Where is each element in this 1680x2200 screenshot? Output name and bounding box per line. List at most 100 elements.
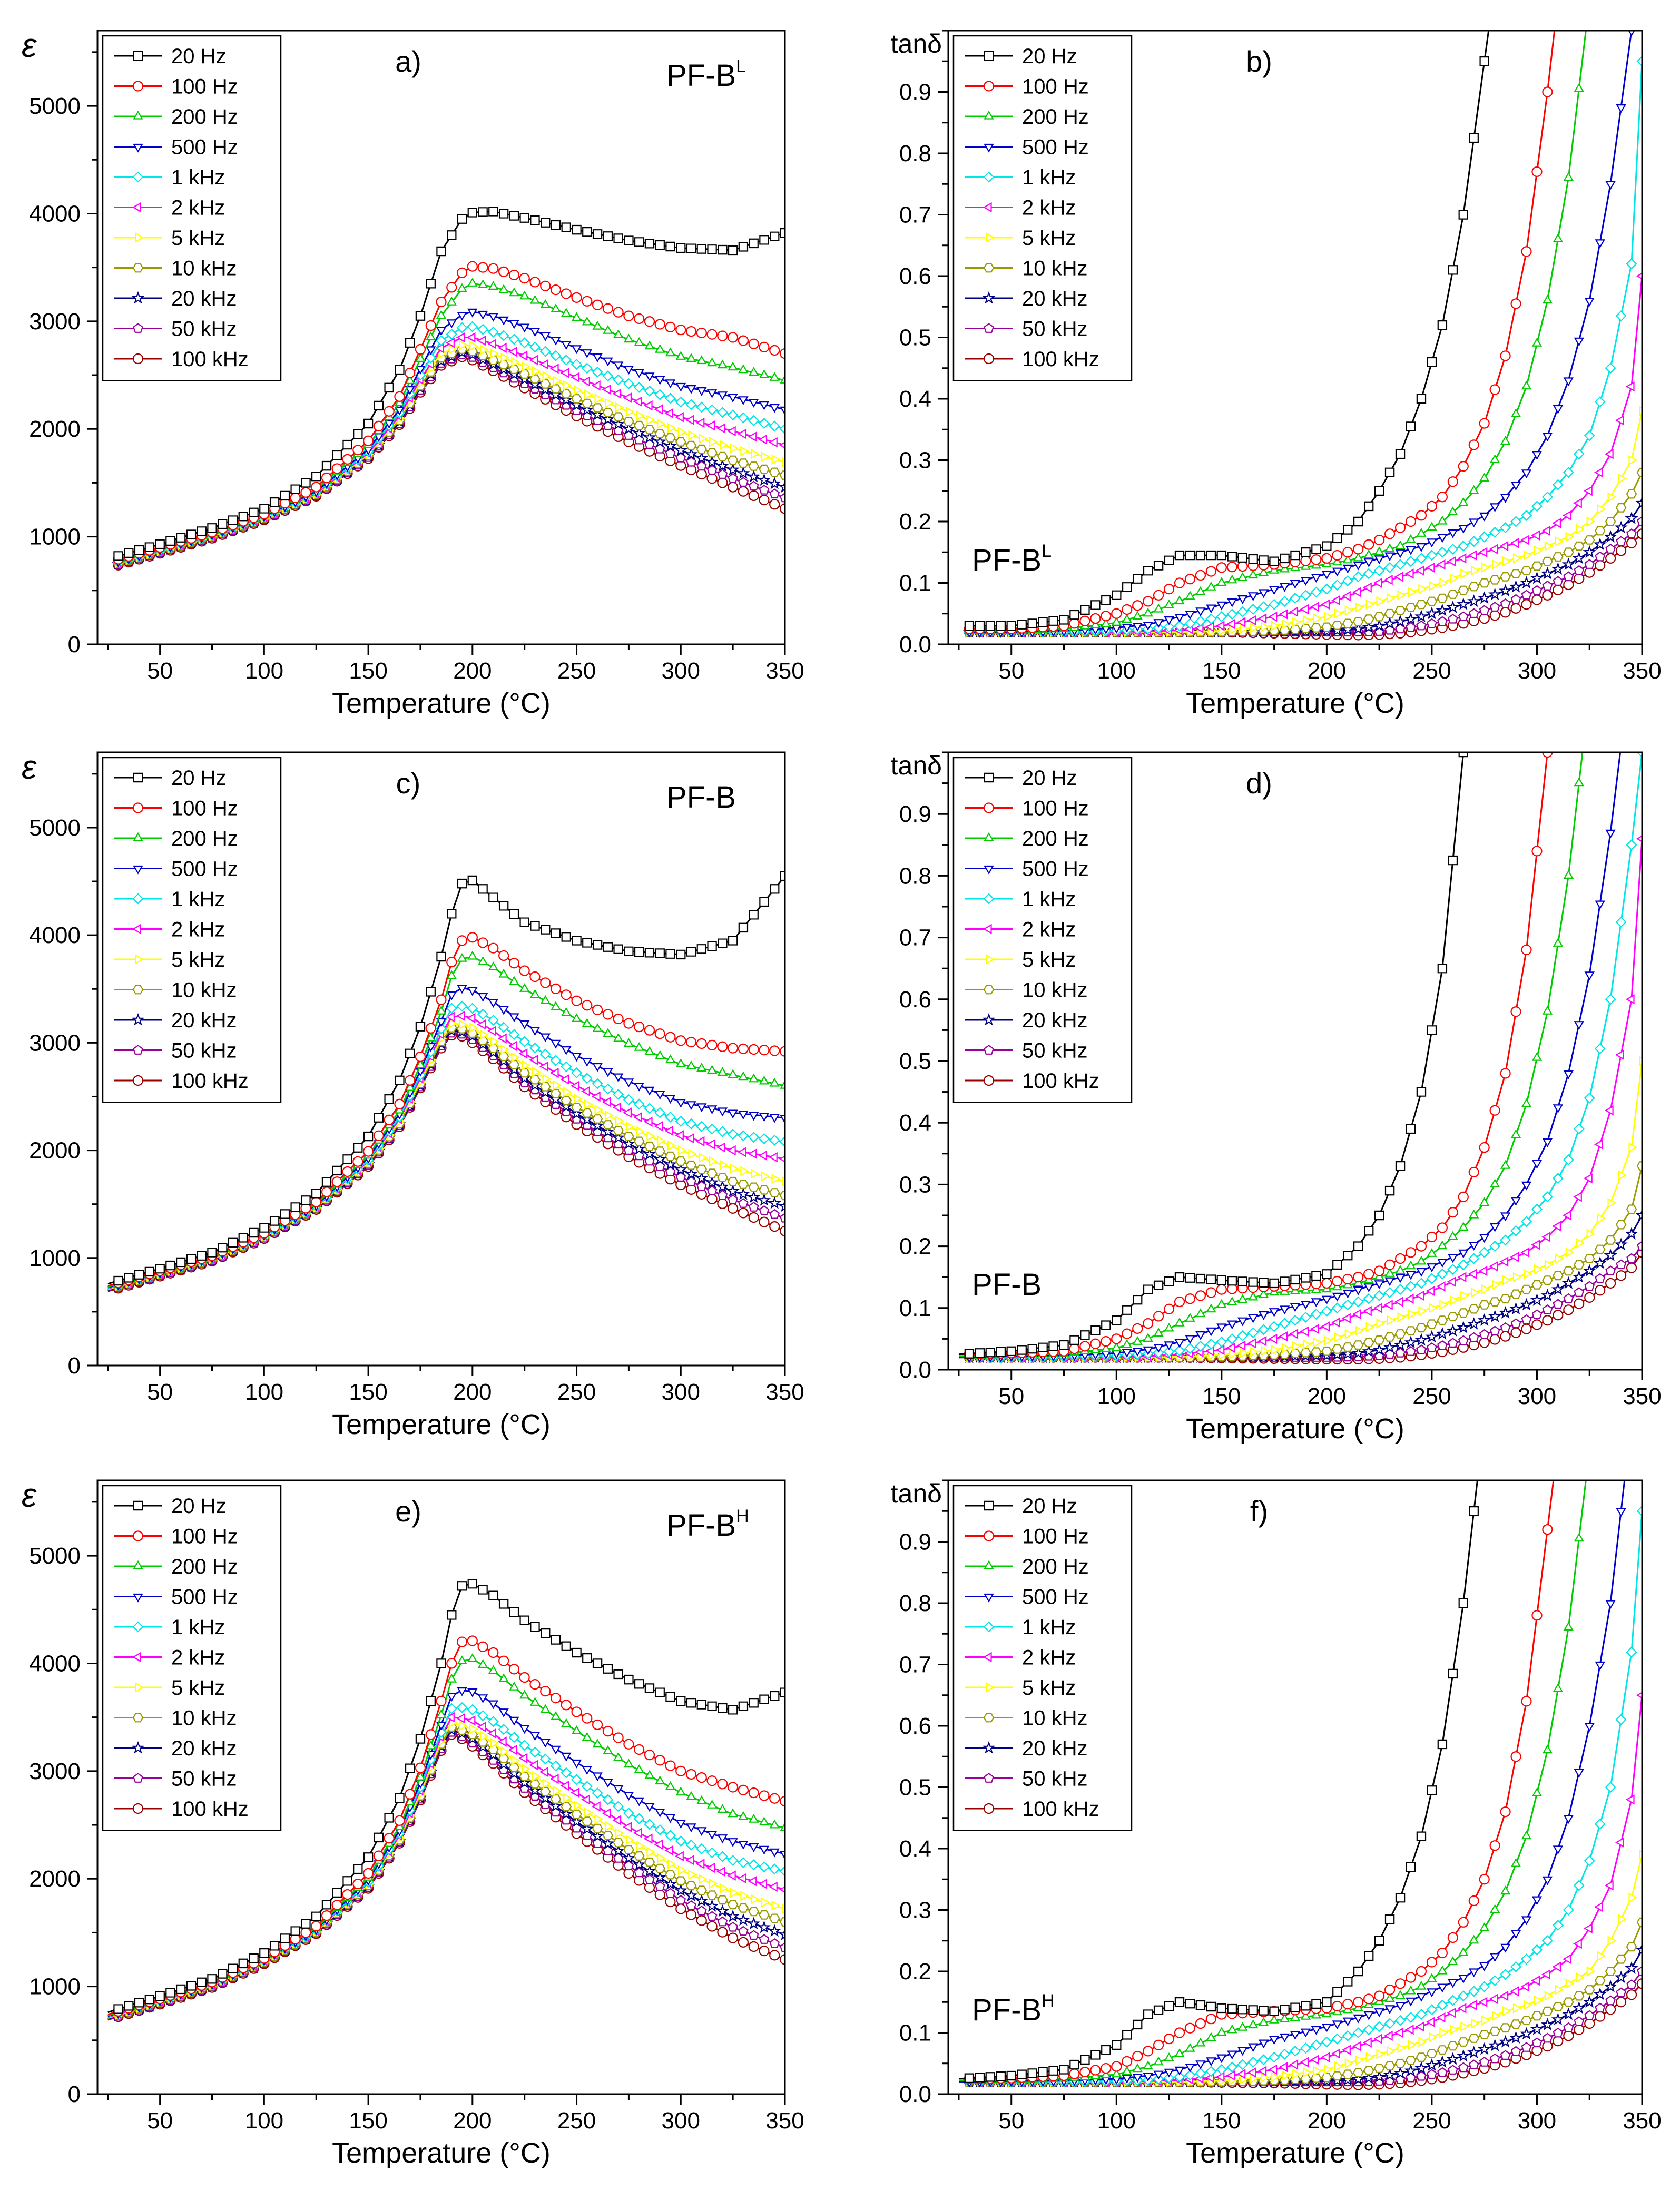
data-point <box>622 1137 635 1150</box>
data-point <box>605 1821 614 1832</box>
data-point <box>207 1974 217 1984</box>
data-point <box>477 262 488 273</box>
data-point <box>738 1926 749 1936</box>
data-point <box>780 1212 785 1223</box>
data-point <box>1090 619 1101 628</box>
data-point <box>1372 618 1386 632</box>
data-point <box>571 1103 582 1112</box>
data-point <box>727 1128 739 1140</box>
data-point <box>644 1103 655 1114</box>
legend-marker <box>983 924 992 935</box>
data-point <box>1185 2042 1195 2052</box>
data-point <box>748 1907 759 1917</box>
data-point <box>529 1055 538 1065</box>
data-point <box>519 213 529 223</box>
data-point <box>1595 560 1606 571</box>
data-point <box>487 1728 496 1739</box>
data-point <box>985 621 996 631</box>
data-point <box>352 1878 363 1890</box>
x-tick-label: 150 <box>1202 1383 1241 1409</box>
legend-marker <box>135 232 144 243</box>
data-point <box>780 1822 785 1831</box>
data-point <box>1355 602 1364 613</box>
data-point <box>738 1198 749 1208</box>
data-point <box>561 389 572 399</box>
data-point <box>603 231 613 241</box>
data-point <box>1353 1286 1363 1295</box>
data-point <box>1247 2056 1259 2068</box>
data-point <box>1343 1250 1353 1261</box>
data-point <box>719 1883 729 1893</box>
data-point <box>1617 1353 1625 1362</box>
data-point <box>1374 555 1384 565</box>
data-point <box>602 1726 613 1737</box>
data-point <box>623 1792 634 1801</box>
data-point <box>1405 2056 1417 2065</box>
data-point <box>1565 532 1575 542</box>
legend-label: 5 kHz <box>171 948 225 971</box>
data-point <box>623 1860 634 1871</box>
data-point <box>632 1142 646 1155</box>
data-point <box>759 1216 770 1227</box>
data-point <box>688 430 697 441</box>
data-point <box>1595 1661 1605 1671</box>
data-point <box>780 1942 785 1952</box>
data-point <box>1079 2066 1090 2078</box>
data-point <box>1626 839 1637 851</box>
data-point <box>1478 591 1491 604</box>
data-point <box>425 1740 436 1750</box>
data-point <box>1069 1335 1079 1345</box>
data-point <box>1408 587 1417 597</box>
data-point <box>1048 1341 1058 1351</box>
data-point <box>1416 2009 1427 2020</box>
data-point <box>1414 1333 1428 1346</box>
data-point <box>1237 2005 1247 2015</box>
data-point <box>1415 2021 1424 2032</box>
data-point <box>738 477 749 487</box>
data-point <box>985 2072 996 2082</box>
data-point <box>779 1795 785 1807</box>
data-point <box>124 2001 134 2011</box>
data-point <box>1365 1322 1375 1332</box>
data-point <box>269 497 280 507</box>
data-point <box>1153 619 1164 628</box>
data-point <box>1605 2004 1616 2015</box>
data-point <box>1373 1290 1385 1301</box>
data-point <box>1321 622 1332 632</box>
data-point <box>571 345 582 355</box>
data-point <box>1248 554 1258 564</box>
data-point <box>1553 1845 1564 1855</box>
data-point <box>1563 547 1574 557</box>
data-point <box>1458 461 1469 472</box>
data-point <box>488 1043 499 1053</box>
legend-label: 10 kHz <box>1022 979 1088 1002</box>
data-point <box>561 1700 572 1711</box>
data-point <box>1184 2069 1196 2081</box>
data-point <box>560 1780 569 1791</box>
data-point <box>1563 1070 1574 1079</box>
data-point <box>342 1166 353 1177</box>
data-point <box>384 1094 394 1104</box>
data-point <box>996 2071 1006 2081</box>
data-point <box>1509 580 1523 593</box>
data-point <box>685 1881 697 1891</box>
data-point <box>613 361 624 371</box>
data-point <box>1174 1345 1185 1357</box>
data-point <box>1027 1343 1037 1354</box>
x-tick-label: 150 <box>349 1379 387 1405</box>
data-point <box>1492 559 1501 570</box>
data-point <box>466 1715 476 1726</box>
data-point <box>529 1075 541 1085</box>
data-point <box>373 420 384 431</box>
data-point <box>726 1184 740 1197</box>
data-point <box>1269 2006 1279 2016</box>
data-point <box>633 396 642 407</box>
data-point <box>342 439 352 450</box>
data-point <box>1279 609 1288 620</box>
data-point <box>519 1725 530 1734</box>
data-point <box>643 1147 656 1160</box>
data-point <box>728 332 739 343</box>
data-point <box>1627 1353 1636 1362</box>
data-point <box>1426 2049 1438 2058</box>
data-point <box>549 388 563 401</box>
